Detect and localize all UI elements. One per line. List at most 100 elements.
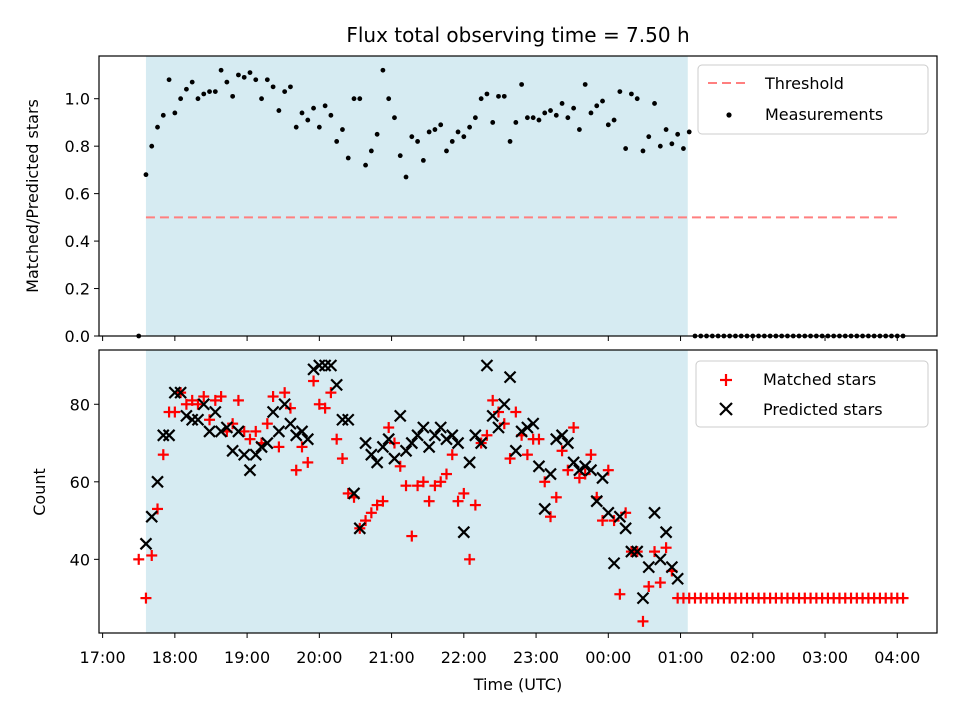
legend-measurements-label: Measurements <box>765 105 883 124</box>
predicted-star-point <box>145 510 159 523</box>
predicted-star-point <box>584 463 598 477</box>
measurement-point <box>155 124 160 130</box>
matched-star-point <box>273 441 285 453</box>
measurement-point <box>212 89 218 94</box>
measurement-point <box>311 105 316 111</box>
y-tick-label: 0.0 <box>65 327 90 346</box>
matched-star-point <box>539 476 551 488</box>
matched-star-point <box>504 453 516 465</box>
matched-star-point <box>267 391 279 403</box>
predicted-star-point <box>561 436 575 450</box>
matched-star-point <box>469 499 481 511</box>
matched-star-point <box>133 553 145 565</box>
measurement-point <box>588 110 594 116</box>
predicted-star-point <box>422 440 436 454</box>
measurement-point <box>184 86 189 92</box>
matched-star-point <box>261 418 273 430</box>
matched-star-point <box>597 515 609 527</box>
measurement-point <box>611 117 617 123</box>
predicted-star-point <box>503 370 517 384</box>
measurement-point <box>166 77 172 83</box>
measurement-point <box>207 89 212 94</box>
predicted-star-point <box>295 425 309 438</box>
matched-star-point <box>342 487 354 499</box>
predicted-star-point <box>457 525 471 539</box>
measurement-point <box>640 148 646 154</box>
measurement-point <box>634 96 640 102</box>
matched-star-point <box>313 398 325 410</box>
bottom-legend: Matched stars Predicted stars <box>695 360 929 428</box>
predicted-star-point <box>180 409 193 423</box>
matched-star-point <box>336 453 348 465</box>
predicted-star-point <box>428 429 442 442</box>
matched-star-point <box>296 441 308 453</box>
matched-star-point <box>406 530 418 542</box>
measurement-point <box>629 91 634 97</box>
predicted-star-point <box>602 506 615 520</box>
x-axis-label: Time (UTC) <box>473 675 562 694</box>
measurement-point <box>675 131 681 137</box>
measurement-point <box>571 105 577 111</box>
y-tick-label: 60 <box>70 473 90 492</box>
top-y-axis-label: Matched/Predicted stars <box>23 99 42 293</box>
top-legend: Threshold Measurements <box>697 64 929 135</box>
measurement-point <box>172 110 178 116</box>
matched-star-point <box>417 476 429 488</box>
predicted-star-point <box>255 440 268 454</box>
measurement-point <box>305 117 311 123</box>
measurement-point <box>143 172 149 178</box>
measurement-point <box>686 129 692 135</box>
predicted-star-point <box>417 421 430 434</box>
x-tick-label: 20:00 <box>296 648 342 667</box>
predicted-star-point <box>596 471 609 485</box>
measurement-point <box>264 77 270 83</box>
predicted-star-point <box>445 429 459 442</box>
predicted-star-point <box>509 444 523 458</box>
predicted-star-point <box>659 525 673 539</box>
matched-star-point <box>412 480 424 492</box>
predicted-star-point <box>226 444 239 458</box>
predicted-star-point <box>359 436 372 450</box>
measurement-point <box>513 120 519 125</box>
matched-star-point <box>510 406 522 418</box>
measurement-point <box>351 96 357 102</box>
predicted-star-point <box>654 553 667 566</box>
matched-star-point <box>573 472 585 484</box>
matched-star-point <box>388 437 400 449</box>
matched-star-point <box>400 480 412 492</box>
predicted-star-point <box>162 429 176 442</box>
matched-star-point <box>579 468 591 480</box>
legend-matched-swatch <box>720 374 732 386</box>
matched-star-point <box>394 460 406 472</box>
legend-measurements-swatch <box>726 112 732 118</box>
matched-star-point <box>637 615 649 627</box>
measurement-point <box>160 112 166 118</box>
matched-star-point <box>371 499 383 511</box>
predicted-star-point <box>220 421 234 434</box>
predicted-star-point <box>249 448 263 461</box>
measurement-point <box>652 101 657 106</box>
measurement-point <box>605 122 611 128</box>
measurement-point <box>316 124 322 130</box>
measurement-point <box>357 96 363 102</box>
predicted-star-point <box>521 421 534 434</box>
measurement-point <box>542 110 548 116</box>
measurement-point <box>415 139 420 144</box>
predicted-star-point <box>330 378 343 392</box>
predicted-star-point <box>272 425 286 438</box>
bottom-x-ticks: 17:00 18:00 19:00 20:00 21:00 22:00 23:00 00:00… <box>80 633 920 667</box>
predicted-star-point <box>550 432 563 446</box>
predicted-star-point <box>555 429 569 442</box>
x-tick-label: 21:00 <box>369 648 415 667</box>
matched-star-point <box>481 429 493 441</box>
predicted-star-point <box>619 522 632 535</box>
measurement-point <box>449 139 455 144</box>
matched-star-point <box>325 387 337 399</box>
predicted-star-point <box>671 572 684 586</box>
bottom-y-ticks: 40 60 80 <box>70 395 99 569</box>
matched-star-point <box>562 464 574 476</box>
matched-star-point <box>377 495 389 507</box>
predicted-star-point <box>301 432 315 446</box>
predicted-star-point <box>197 397 211 411</box>
measurement-point <box>501 93 507 99</box>
